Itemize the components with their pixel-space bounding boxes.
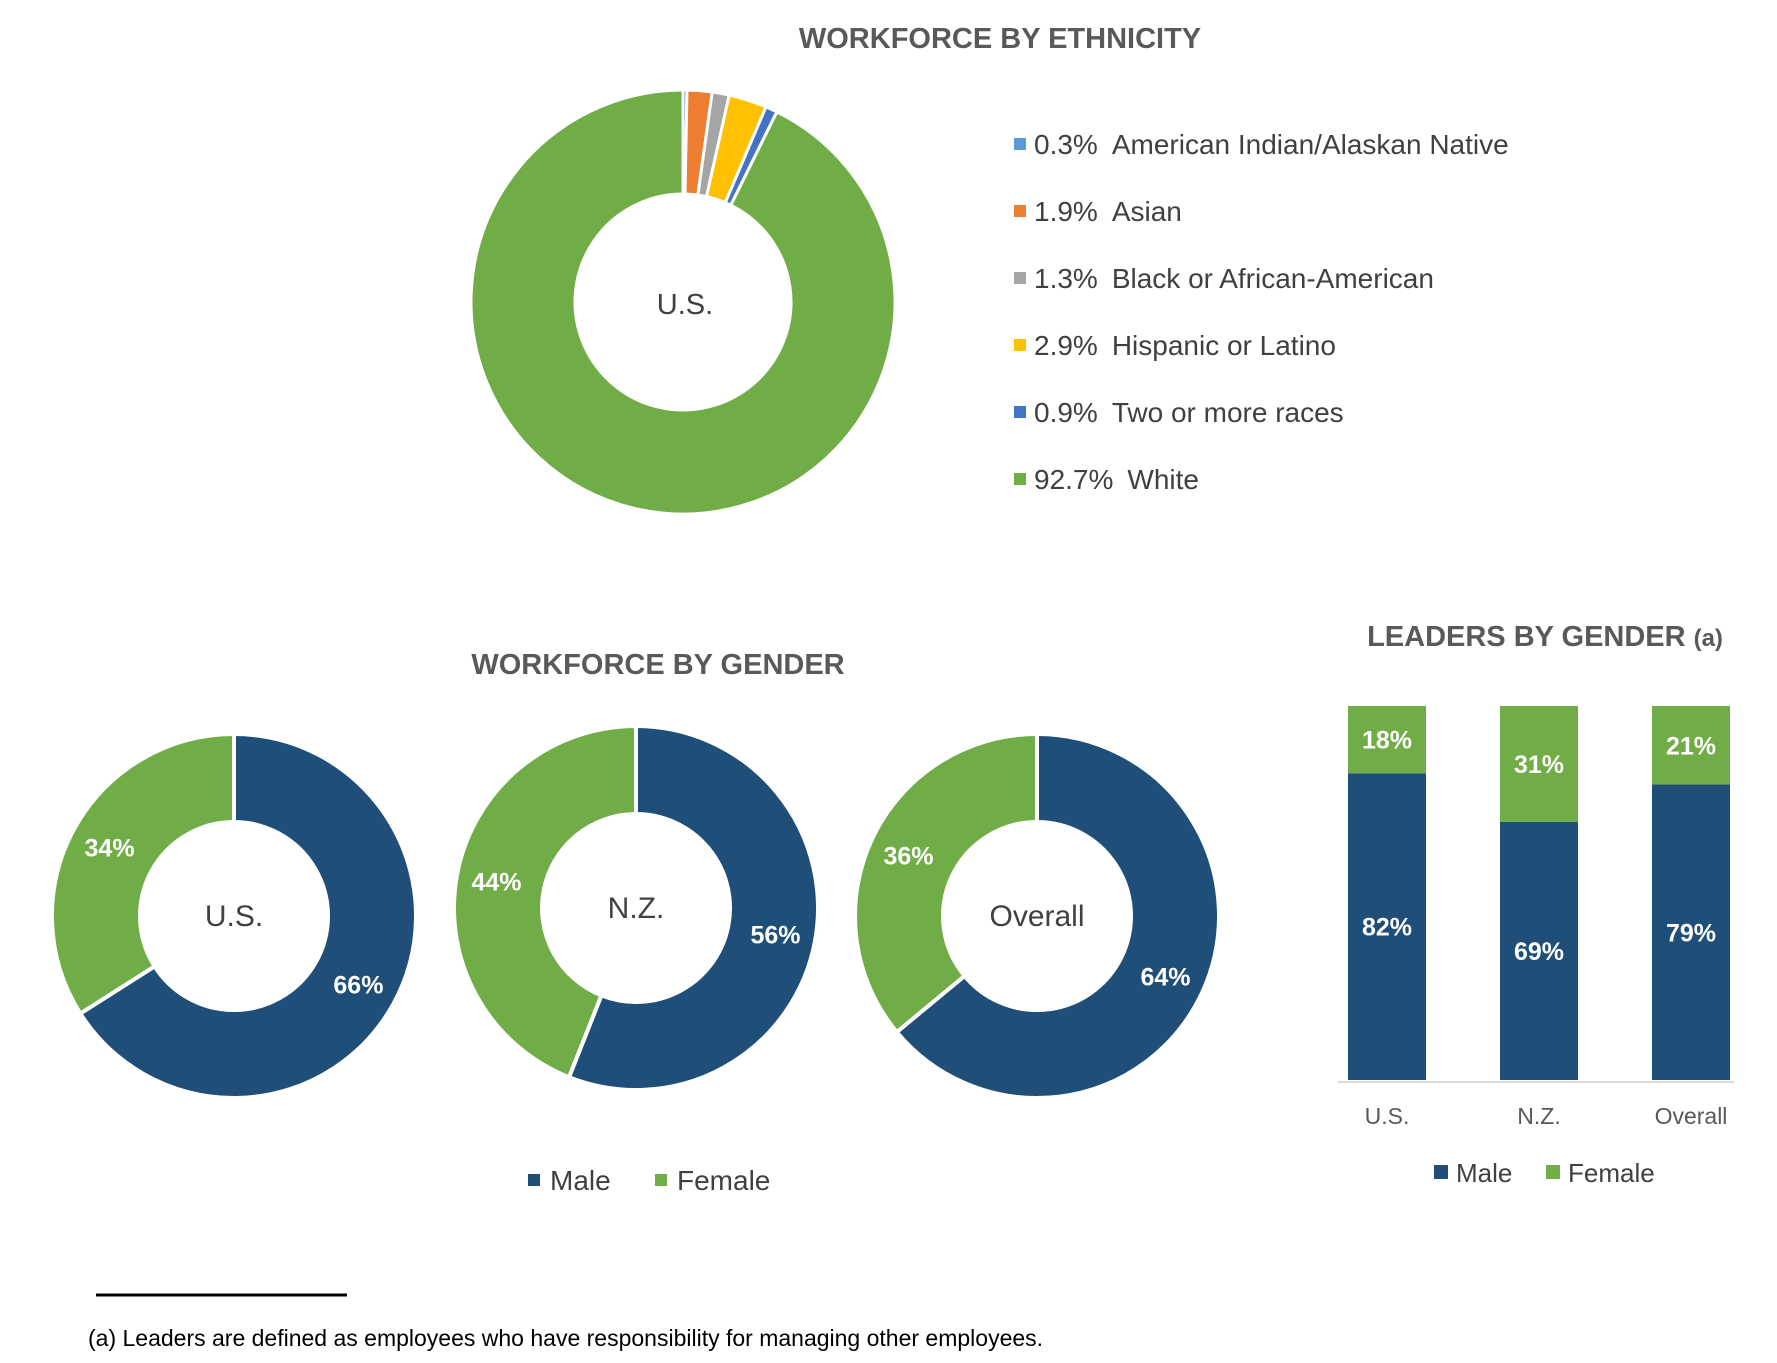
ethnicity-legend-value: 1.3%	[1034, 263, 1098, 294]
gender-value-label-u-s-male: 66%	[333, 971, 383, 999]
footnote-text: (a) Leaders are defined as employees who…	[88, 1325, 1043, 1351]
leaders-bar-overall: 79% 21% Overall	[1652, 706, 1730, 1129]
ethnicity-legend-value: 0.3%	[1034, 129, 1098, 160]
gender-value-label-overall-female: 36%	[883, 843, 933, 871]
ethnicity-legend-label: White	[1127, 464, 1199, 495]
leaders-segment-n-z-female	[1500, 706, 1578, 822]
leaders-segment-overall-female	[1652, 706, 1730, 785]
leaders-bars: 82% 18% U.S. 69% 31% N.Z. 79% 21% Overall	[1348, 706, 1730, 1129]
ethnicity-legend-item-american-indian-alaskan-native: 0.3% American Indian/Alaskan Native	[1034, 129, 1509, 160]
gender-slice-n-z-female	[452, 723, 638, 1080]
gender-chart-title: WORKFORCE BY GENDER	[471, 649, 844, 681]
ethnicity-legend-value: 0.9%	[1034, 397, 1098, 428]
gender-slice-u-s-female	[50, 731, 236, 1017]
leaders-legend-label-male: Male	[1456, 1158, 1512, 1188]
leaders-legend-label-female: Female	[1568, 1158, 1655, 1188]
leaders-value-label-overall-female: 21%	[1666, 732, 1716, 760]
gender-value-label-n-z-male: 56%	[750, 922, 800, 950]
gender-slice-overall-female	[853, 731, 1039, 1035]
ethnicity-legend-label: American Indian/Alaskan Native	[1112, 129, 1509, 160]
ethnicity-legend-swatch-two-or-more-races	[1014, 406, 1026, 418]
ethnicity-legend-value: 2.9%	[1034, 330, 1098, 361]
ethnicity-legend-label: Black or African-American	[1112, 263, 1434, 294]
gender-center-label-u-s: U.S.	[205, 900, 263, 933]
leaders-value-label-u-s-male: 82%	[1362, 914, 1412, 942]
leaders-value-label-u-s-female: 18%	[1362, 727, 1412, 755]
ethnicity-legend-value: 1.9%	[1034, 196, 1098, 227]
ethnicity-legend-swatch-black-or-african-american	[1014, 272, 1026, 284]
gender-donut-n-z: 56% 44% N.Z.	[452, 723, 820, 1092]
leaders-bar-u-s: 82% 18% U.S.	[1348, 706, 1426, 1129]
ethnicity-legend-item-white: 92.7% White	[1034, 464, 1199, 495]
gender-legend-swatch-male	[528, 1174, 540, 1186]
ethnicity-legend-item-black-or-african-american: 1.3% Black or African-American	[1034, 263, 1434, 294]
leaders-title-suffix: (a)	[1694, 625, 1723, 652]
leaders-segment-u-s-male	[1348, 773, 1426, 1080]
ethnicity-legend-item-two-or-more-races: 0.9% Two or more races	[1034, 397, 1344, 428]
ethnicity-legend-swatch-white	[1014, 473, 1026, 485]
ethnicity-legend-swatch-hispanic-or-latino	[1014, 339, 1026, 351]
ethnicity-chart-title: WORKFORCE BY ETHNICITY	[799, 23, 1201, 55]
ethnicity-legend-label: Hispanic or Latino	[1112, 330, 1336, 361]
leaders-tick-label-n-z: N.Z.	[1517, 1103, 1560, 1129]
leaders-legend-swatch-female	[1546, 1165, 1560, 1179]
ethnicity-donut	[469, 88, 897, 516]
gender-donuts: 66% 34% U.S. 56% 44% N.Z. 64% 36% Overall	[50, 723, 1221, 1100]
gender-slice-overall-male	[893, 731, 1221, 1100]
gender-value-label-overall-male: 64%	[1140, 963, 1190, 991]
leaders-legend: Male Female	[1434, 1158, 1655, 1188]
ethnicity-legend-value: 92.7%	[1034, 464, 1113, 495]
leaders-segment-overall-male	[1652, 784, 1730, 1080]
leaders-value-label-n-z-male: 69%	[1514, 938, 1564, 966]
leaders-tick-label-u-s: U.S.	[1365, 1103, 1410, 1129]
gender-legend-swatch-female	[655, 1174, 667, 1186]
ethnicity-legend-item-asian: 1.9% Asian	[1034, 196, 1182, 227]
leaders-segment-n-z-male	[1500, 821, 1578, 1080]
gender-donut-overall: 64% 36% Overall	[853, 731, 1221, 1100]
leaders-bar-n-z: 69% 31% N.Z.	[1500, 706, 1578, 1129]
gender-center-label-n-z: N.Z.	[608, 892, 665, 925]
ethnicity-legend-item-hispanic-or-latino: 2.9% Hispanic or Latino	[1034, 330, 1336, 361]
gender-donut-u-s: 66% 34% U.S.	[50, 731, 418, 1100]
leaders-chart-title: LEADERS BY GENDER (a)	[1367, 621, 1723, 653]
ethnicity-slice-white	[469, 88, 897, 516]
gender-slice-n-z-male	[566, 723, 820, 1092]
gender-legend: Male Female	[528, 1165, 770, 1196]
ethnicity-legend-label: Two or more races	[1112, 397, 1344, 428]
gender-legend-label-male: Male	[550, 1165, 611, 1196]
gender-center-label-overall: Overall	[989, 900, 1084, 933]
gender-value-label-n-z-female: 44%	[471, 868, 521, 896]
gender-value-label-u-s-female: 34%	[85, 835, 135, 863]
leaders-title-main: LEADERS BY GENDER	[1367, 621, 1686, 653]
ethnicity-legend-swatch-asian	[1014, 205, 1026, 217]
ethnicity-legend-swatch-american-indian-alaskan-native	[1014, 138, 1026, 150]
leaders-tick-label-overall: Overall	[1655, 1103, 1728, 1129]
leaders-legend-swatch-male	[1434, 1165, 1448, 1179]
leaders-value-label-n-z-female: 31%	[1514, 751, 1564, 779]
ethnicity-legend-label: Asian	[1112, 196, 1182, 227]
gender-slice-u-s-male	[77, 731, 418, 1100]
gender-legend-label-female: Female	[677, 1165, 770, 1196]
ethnicity-legend: 0.3% American Indian/Alaskan Native 1.9% As…	[1014, 129, 1509, 495]
leaders-segment-u-s-female	[1348, 706, 1426, 774]
leaders-value-label-overall-male: 79%	[1666, 919, 1716, 947]
ethnicity-center-label: U.S.	[657, 289, 713, 321]
